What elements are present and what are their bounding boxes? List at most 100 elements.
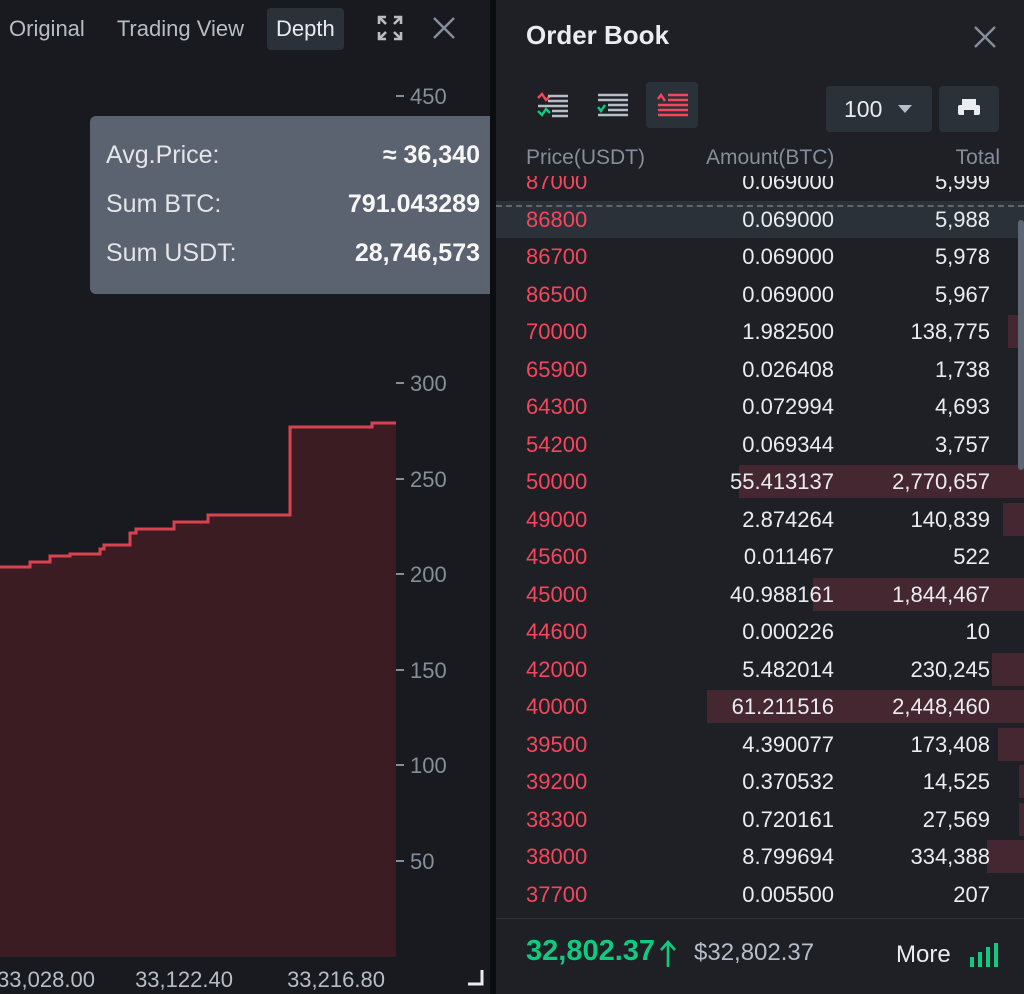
ask-amount: 4.390077	[742, 731, 834, 757]
panel-divider[interactable]	[490, 0, 496, 994]
ask-total: 4,693	[934, 394, 990, 419]
ask-total: 334,388	[910, 844, 990, 869]
fullscreen-icon[interactable]	[376, 14, 404, 42]
ask-price: 50000	[526, 469, 588, 494]
depth-bar	[997, 727, 1024, 761]
chart-tabs: Original Trading View Depth	[0, 6, 358, 52]
tab-depth[interactable]: Depth	[267, 8, 344, 50]
ask-depth-line	[0, 421, 396, 569]
ask-price: 65900	[526, 356, 588, 382]
ask-total: 27,569	[922, 806, 990, 832]
ask-amount: 40.988161	[730, 581, 834, 607]
view-both-icon[interactable]	[526, 82, 578, 128]
ask-price: 54200	[526, 431, 588, 457]
ask-total: 5,988	[934, 206, 990, 232]
ask-amount: 0.069344	[742, 431, 834, 457]
x-axis: 33,028.00 33,122.40 33,216.80	[0, 967, 385, 992]
ask-amount: 0.072994	[742, 394, 834, 419]
sum-usdt-value: 28,746,573	[354, 239, 480, 267]
ask-amount: 55.413137	[730, 469, 834, 494]
y-tick-label: 300	[410, 371, 447, 396]
ask-row[interactable]: 65900 0.026408 1,738	[496, 351, 1024, 389]
ask-row[interactable]: 42000 5.482014 230,245	[496, 651, 1024, 689]
order-book-panel: Order Book 100	[496, 0, 1024, 994]
close-icon[interactable]	[970, 22, 1000, 52]
ask-row[interactable]: 38000 8.799694 334,388	[496, 838, 1024, 876]
depth-bar	[738, 465, 1024, 498]
close-chart-icon[interactable]	[430, 14, 458, 42]
y-tick-label: 150	[410, 658, 447, 683]
y-tick-label: 200	[410, 562, 447, 587]
ask-price: 86500	[526, 281, 588, 307]
ask-amount: 8.799694	[742, 844, 834, 869]
tab-trading-view[interactable]: Trading View	[116, 16, 244, 41]
last-price: 32,802.37	[526, 935, 656, 967]
ask-total: 3,757	[934, 431, 990, 457]
ask-row[interactable]: 37700 0.005500 207	[496, 876, 1024, 914]
y-tick-label: 50	[410, 849, 434, 874]
ask-amount: 0.370532	[742, 769, 834, 794]
ask-row[interactable]: 45600 0.011467 522	[496, 538, 1024, 576]
ask-row[interactable]: 86700 0.069000 5,978	[496, 238, 1024, 276]
ask-amount: 2.874264	[742, 506, 834, 532]
tooltip-row-sum-btc: Sum BTC: 791.043289	[106, 187, 480, 236]
order-book-title: Order Book	[526, 20, 670, 50]
ask-price: 64300	[526, 394, 588, 419]
ask-price: 37700	[526, 881, 588, 907]
book-settings-icon[interactable]	[939, 86, 999, 132]
x-tick-label: 33,122.40	[135, 967, 233, 992]
ask-amount: 0.026408	[742, 356, 834, 382]
ask-amount: 0.069000	[742, 176, 834, 194]
ask-price: 38300	[526, 806, 588, 832]
avg-price-value: ≈ 36,340	[382, 141, 480, 169]
ask-total: 5,999	[934, 176, 990, 194]
ask-depth-area	[0, 423, 396, 957]
avg-price-label: Avg.Price:	[106, 141, 220, 169]
header-total: Total	[955, 146, 1000, 169]
ask-price: 39500	[526, 731, 588, 757]
sum-usdt-label: Sum USDT:	[106, 239, 237, 267]
ask-row[interactable]: 87000 0.069000 5,999	[496, 176, 1024, 201]
view-bids-icon[interactable]	[586, 82, 638, 128]
ask-row[interactable]: 45000 40.988161 1,844,467	[496, 576, 1024, 614]
ask-total: 2,770,657	[892, 469, 990, 494]
ask-price: 86700	[526, 244, 588, 269]
tab-original[interactable]: Original	[9, 16, 85, 41]
ask-row[interactable]: 39200 0.370532 14,525	[496, 763, 1024, 801]
ask-amount: 5.482014	[742, 656, 834, 682]
ask-row[interactable]: 54200 0.069344 3,757	[496, 426, 1024, 464]
ask-row[interactable]: 50000 55.413137 2,770,657	[496, 463, 1024, 501]
ask-price: 42000	[526, 656, 588, 682]
depth-bar	[1018, 802, 1024, 836]
precision-value: 100	[844, 95, 883, 122]
ask-amount: 0.000226	[742, 619, 834, 644]
scrollbar[interactable]	[1018, 220, 1024, 470]
tooltip-row-avg-price: Avg.Price: ≈ 36,340	[106, 138, 480, 187]
ask-amount: 0.011467	[743, 544, 834, 569]
ask-price: 70000	[526, 319, 588, 344]
ask-total: 207	[953, 881, 990, 907]
ask-row[interactable]: 70000 1.982500 138,775	[496, 313, 1024, 351]
ask-row[interactable]: 39500 4.390077 173,408	[496, 726, 1024, 764]
ask-row[interactable]: 49000 2.874264 140,839	[496, 501, 1024, 539]
depth-bar	[1002, 502, 1024, 536]
ask-price: 44600	[526, 619, 588, 644]
ask-row[interactable]: 64300 0.072994 4,693	[496, 388, 1024, 426]
precision-select[interactable]: 100	[826, 86, 932, 132]
ask-total: 138,775	[910, 319, 990, 344]
ask-total: 173,408	[910, 731, 990, 757]
ask-row[interactable]: 86500 0.069000 5,967	[496, 276, 1024, 314]
ask-amount: 0.005500	[742, 881, 834, 907]
view-asks-icon[interactable]	[646, 82, 698, 128]
more-link[interactable]: More	[896, 941, 951, 968]
header-price: Price(USDT)	[526, 146, 645, 169]
ask-row[interactable]: 38300 0.720161 27,569	[496, 801, 1024, 839]
ask-row[interactable]: 44600 0.000226 10	[496, 613, 1024, 651]
ask-price: 40000	[526, 694, 588, 719]
ask-row[interactable]: 40000 61.211516 2,448,460	[496, 688, 1024, 726]
ask-total: 14,525	[922, 769, 990, 794]
depth-bar	[1018, 765, 1024, 798]
ask-total: 1,844,467	[892, 581, 990, 607]
depth-bar	[707, 690, 1024, 723]
